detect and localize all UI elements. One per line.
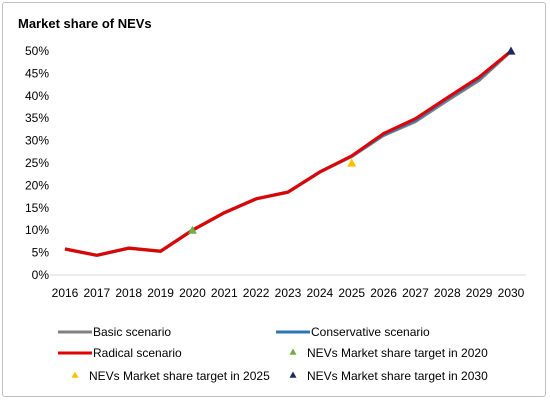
x-tick-label: 2027 [402, 286, 429, 300]
y-tick-label: 10% [25, 223, 49, 237]
legend-swatch [289, 371, 297, 378]
target-markers [187, 46, 516, 234]
x-tick-label: 2019 [147, 286, 174, 300]
y-tick-label: 45% [25, 66, 49, 80]
legend-label: NEVs Market share target in 2030 [307, 369, 488, 383]
series-line-2 [64, 49, 512, 257]
series-line-1 [64, 50, 512, 257]
x-tick-label: 2028 [434, 286, 461, 300]
legend-label: Radical scenario [93, 346, 182, 360]
x-tick-label: 2026 [370, 286, 397, 300]
x-tick-label: 2029 [466, 286, 493, 300]
legend-label: NEVs Market share target in 2025 [89, 369, 270, 383]
x-tick-label: 2020 [179, 286, 206, 300]
y-tick-label: 50% [25, 44, 49, 58]
x-tick-label: 2021 [211, 286, 238, 300]
y-tick-label: 15% [25, 201, 49, 215]
x-tick-label: 2025 [338, 286, 365, 300]
x-tick-label: 2024 [307, 286, 334, 300]
chart-title: Market share of NEVs [18, 16, 152, 31]
chart-frame [2, 2, 546, 397]
y-tick-label: 25% [25, 156, 49, 170]
legend-label: NEVs Market share target in 2020 [307, 346, 488, 360]
target-marker-2020 [187, 225, 197, 234]
legend-label: Basic scenario [93, 325, 171, 339]
target-marker-2030 [506, 46, 516, 55]
x-tick-label: 2016 [52, 286, 79, 300]
series-line-0 [64, 49, 513, 258]
x-tick-label: 2018 [115, 286, 142, 300]
y-tick-label: 40% [25, 89, 49, 103]
legend-swatch [289, 348, 297, 355]
y-tick-label: 30% [25, 134, 49, 148]
x-tick-label: 2023 [275, 286, 302, 300]
y-tick-label: 5% [32, 246, 50, 260]
x-tick-label: 2022 [243, 286, 270, 300]
y-tick-label: 35% [25, 111, 49, 125]
target-marker-2025 [347, 158, 357, 167]
legend-swatch [71, 371, 79, 378]
series-lines [64, 49, 513, 258]
x-tick-label: 2030 [498, 286, 525, 300]
legend: Basic scenario Conservative scenario Radic… [58, 325, 488, 383]
y-tick-label: 0% [32, 268, 50, 282]
x-tick-label: 2017 [84, 286, 111, 300]
legend-label: Conservative scenario [311, 325, 430, 339]
axes: 0% 5% 10% 15% 20% 25% 30% 35% 40% 45% 50% 2016 2017 2… [25, 44, 526, 300]
y-tick-label: 20% [25, 178, 49, 192]
